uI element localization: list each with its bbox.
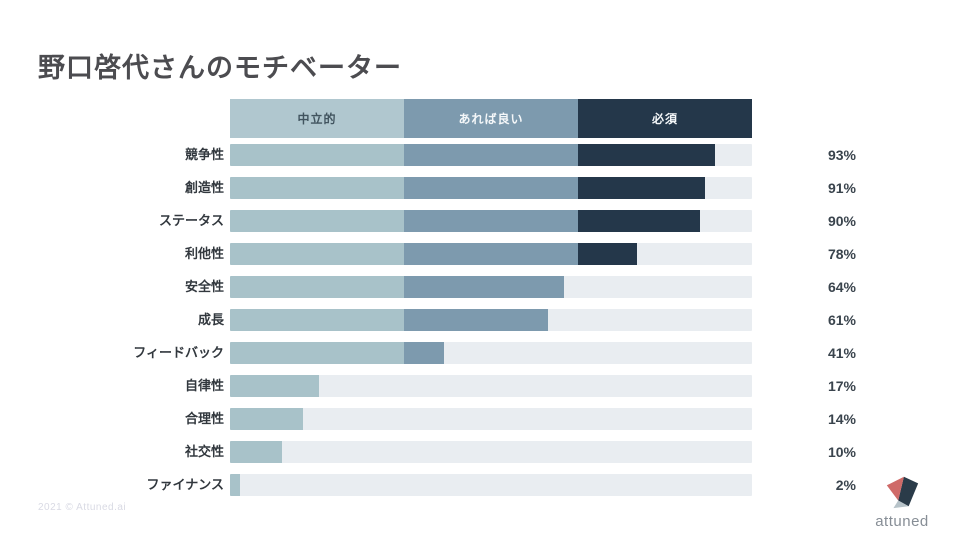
bar-segment-nice-to-have [403, 243, 578, 265]
value-label: 14% [827, 411, 856, 427]
chart-row: 安全性 64% [0, 276, 960, 298]
value-label: 17% [827, 378, 856, 394]
chart-row: 創造性 91% [0, 177, 960, 199]
page-title: 野口啓代さんのモチベーター [38, 53, 402, 83]
bar-segment-nice-to-have [403, 342, 444, 364]
value-label: 91% [827, 180, 856, 196]
bar-track [230, 243, 752, 265]
row-label: 利他性 [184, 246, 224, 261]
legend-segment-label: あれば良い [458, 112, 524, 126]
chart-row: フィードバック 41% [0, 342, 960, 364]
attuned-logo: attuned [862, 472, 942, 530]
row-label: 安全性 [184, 279, 224, 294]
row-label: 成長 [197, 312, 224, 327]
bar-track [230, 144, 752, 166]
bar-segment-neutral [230, 144, 404, 166]
chart-row: 成長 61% [0, 309, 960, 331]
bar-segment-must-have [578, 243, 638, 265]
bar-track [230, 441, 752, 463]
chart-rows: 競争性 93% 創造性 91% ステータス 90% 利他性 78% 安全性 64% 成長 61% フィー… [0, 144, 960, 507]
chart-row: 利他性 78% [0, 243, 960, 265]
bar-track [230, 276, 752, 298]
row-label: 社交性 [184, 444, 224, 459]
value-label: 41% [827, 345, 856, 361]
row-label: 創造性 [184, 180, 224, 195]
bar-segment-neutral [230, 243, 404, 265]
row-label: フィードバック [133, 345, 224, 360]
chart-row: ファイナンス 2% [0, 474, 960, 496]
row-label: 自律性 [184, 378, 224, 393]
bar-track [230, 177, 752, 199]
chart-row: 合理性 14% [0, 408, 960, 430]
legend-segment-neutral: 中立的 [230, 99, 404, 138]
bar-segment-nice-to-have [403, 309, 549, 331]
bar-segment-neutral [230, 210, 404, 232]
gem-icon [886, 476, 919, 509]
value-label: 2% [835, 477, 856, 493]
legend-bar: 中立的 あれば良い 必須 [230, 99, 752, 138]
bar-segment-neutral [230, 177, 404, 199]
bar-track [230, 210, 752, 232]
bar-segment-must-have [578, 210, 700, 232]
value-label: 64% [827, 279, 856, 295]
copyright: 2021 © Attuned.ai [38, 502, 127, 513]
chart-row: 社交性 10% [0, 441, 960, 463]
bar-track [230, 375, 752, 397]
row-label: ファイナンス [146, 477, 224, 492]
legend-segment-label: 中立的 [297, 112, 337, 126]
bar-segment-neutral [230, 474, 241, 496]
bar-track [230, 408, 752, 430]
row-label: 合理性 [184, 411, 224, 426]
value-label: 10% [827, 444, 856, 460]
bar-segment-must-have [578, 144, 716, 166]
chart-row: ステータス 90% [0, 210, 960, 232]
bar-segment-nice-to-have [403, 144, 578, 166]
bar-segment-neutral [230, 342, 404, 364]
legend-segment-must-have: 必須 [578, 99, 752, 138]
bar-track [230, 474, 752, 496]
bar-track [230, 342, 752, 364]
bar-track [230, 309, 752, 331]
row-label: 競争性 [184, 147, 224, 162]
chart-row: 競争性 93% [0, 144, 960, 166]
bar-segment-nice-to-have [403, 177, 578, 199]
bar-segment-nice-to-have [403, 276, 565, 298]
bar-segment-neutral [230, 408, 304, 430]
bar-segment-neutral [230, 441, 283, 463]
value-label: 93% [827, 147, 856, 163]
chart-row: 自律性 17% [0, 375, 960, 397]
bar-segment-neutral [230, 309, 404, 331]
bar-segment-must-have [578, 177, 705, 199]
legend-segment-nice-to-have: あれば良い [404, 99, 578, 138]
logo-wordmark: attuned [875, 513, 929, 530]
bar-segment-nice-to-have [403, 210, 578, 232]
bar-segment-neutral [230, 276, 404, 298]
value-label: 90% [827, 213, 856, 229]
row-label: ステータス [158, 213, 224, 228]
legend-segment-label: 必須 [651, 112, 678, 126]
bar-segment-neutral [230, 375, 319, 397]
value-label: 61% [827, 312, 856, 328]
value-label: 78% [827, 246, 856, 262]
